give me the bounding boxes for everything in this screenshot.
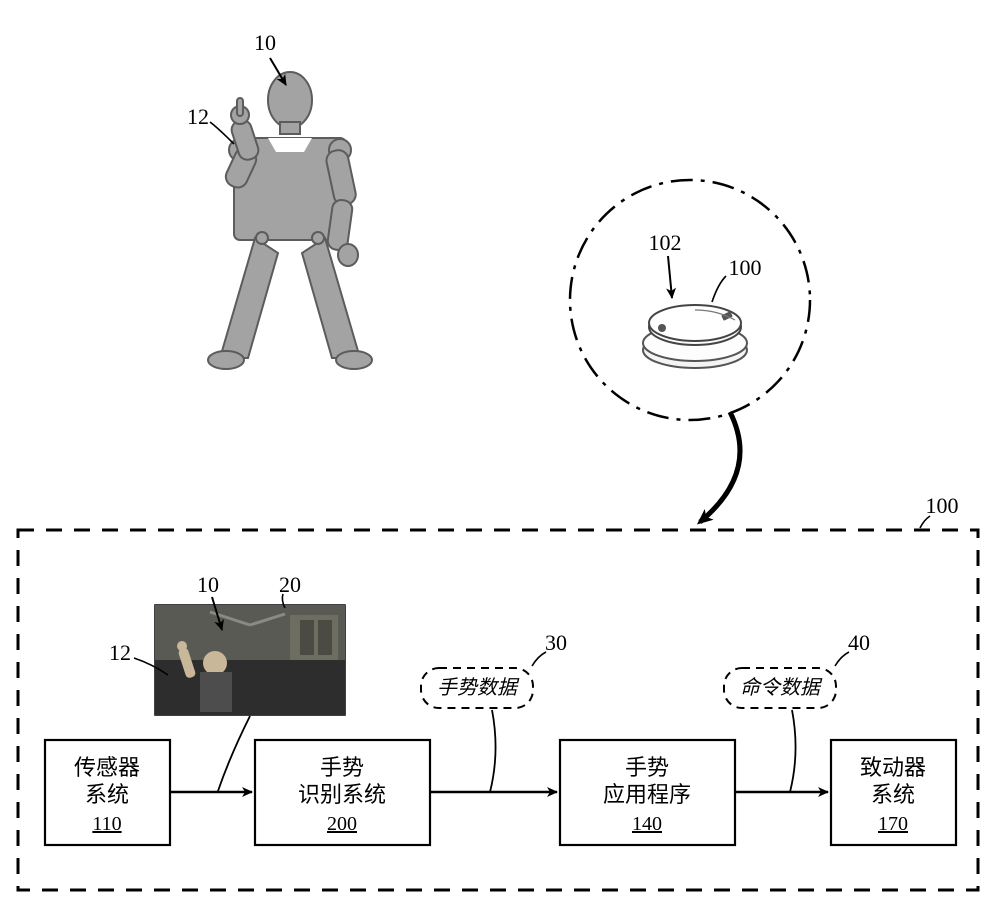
sensor-image	[155, 605, 345, 715]
robot-vacuum	[643, 305, 747, 368]
ref-12-top: 12	[187, 104, 234, 144]
big-arrow	[700, 412, 740, 522]
svg-text:致动器: 致动器	[860, 755, 926, 780]
svg-text:手势: 手势	[320, 755, 364, 780]
svg-text:12: 12	[109, 640, 131, 665]
svg-text:100: 100	[926, 493, 959, 518]
bubble-gesture-data: 手势数据 30	[421, 630, 567, 792]
svg-text:识别系统: 识别系统	[298, 782, 386, 807]
ref-20-image: 20	[279, 572, 301, 608]
svg-text:系统: 系统	[85, 782, 129, 807]
box-gesture: 手势 识别系统 200	[255, 740, 430, 845]
ref-100-top: 100	[712, 255, 762, 302]
human-figure	[208, 72, 372, 369]
svg-text:110: 110	[92, 813, 121, 835]
box-actuator: 致动器 系统 170	[831, 740, 956, 845]
svg-text:10: 10	[197, 572, 219, 597]
svg-text:命令数据: 命令数据	[740, 676, 823, 699]
svg-text:12: 12	[187, 104, 209, 129]
svg-text:140: 140	[632, 813, 662, 835]
svg-text:手势数据: 手势数据	[437, 677, 520, 699]
svg-text:200: 200	[327, 813, 357, 835]
svg-text:应用程序: 应用程序	[603, 782, 691, 807]
box-app: 手势 应用程序 140	[560, 740, 735, 845]
svg-text:40: 40	[848, 630, 870, 655]
svg-text:传感器: 传感器	[74, 755, 140, 780]
svg-text:102: 102	[649, 230, 682, 255]
svg-text:20: 20	[279, 572, 301, 597]
ref-100-container: 100	[920, 493, 959, 528]
ref-102-top: 102	[649, 230, 682, 298]
box-sensor: 传感器 系统 110	[45, 740, 170, 845]
robot-circle	[570, 180, 810, 420]
svg-text:系统: 系统	[871, 782, 915, 807]
svg-text:170: 170	[878, 813, 908, 835]
ref-10-top: 10	[254, 30, 286, 85]
svg-text:手势: 手势	[625, 755, 669, 780]
svg-text:10: 10	[254, 30, 276, 55]
image-leader	[218, 716, 250, 791]
svg-text:30: 30	[545, 630, 567, 655]
svg-text:100: 100	[729, 255, 762, 280]
